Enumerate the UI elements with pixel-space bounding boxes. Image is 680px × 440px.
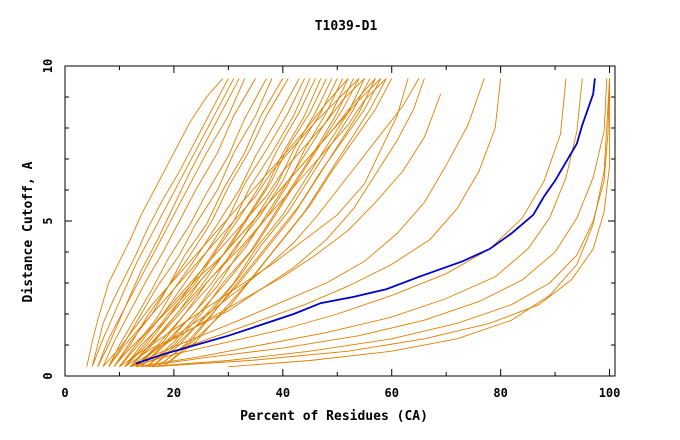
x-tick-label: 20 xyxy=(167,386,181,400)
series-line-32 xyxy=(119,78,365,367)
series-line-18 xyxy=(135,78,338,368)
series-line-37 xyxy=(119,78,409,368)
series-line-46 xyxy=(228,78,611,368)
series-line-41 xyxy=(130,78,567,368)
axis-ticks xyxy=(64,65,615,377)
series-line-13 xyxy=(124,78,311,368)
y-tick-labels: 0 5 10 xyxy=(41,59,55,380)
series-line-5 xyxy=(97,78,246,367)
series-line-10 xyxy=(113,78,289,367)
series-line-25 xyxy=(157,78,376,368)
series-line-16 xyxy=(129,78,327,367)
series-line-4 xyxy=(97,78,240,367)
series-line-12 xyxy=(119,78,306,367)
series-line-22 xyxy=(146,78,360,368)
series-line-2 xyxy=(91,78,229,367)
series-line-44 xyxy=(146,78,611,368)
x-tick-label: 60 xyxy=(385,386,399,400)
series-line-31 xyxy=(108,78,360,367)
series-line-6 xyxy=(102,78,256,367)
series-line-36 xyxy=(130,78,425,368)
series-line-8 xyxy=(108,78,273,367)
series-line-43 xyxy=(141,78,608,368)
x-tick-label: 0 xyxy=(61,386,68,400)
series-line-21 xyxy=(146,78,355,368)
series-line-1 xyxy=(86,78,224,367)
x-tick-label: 100 xyxy=(599,386,621,400)
series-line-40 xyxy=(135,78,502,368)
x-tick-label: 80 xyxy=(493,386,507,400)
series-line-42 xyxy=(135,78,583,368)
series-line-14 xyxy=(124,78,316,367)
series-line-3 xyxy=(91,78,235,367)
series-line-19 xyxy=(140,78,344,368)
chart-title: T1039-D1 xyxy=(315,19,378,34)
x-tick-labels: 0 20 40 60 80 100 xyxy=(61,386,620,400)
series-line-34 xyxy=(129,78,387,367)
series-line-11 xyxy=(119,78,300,367)
highlight-series-line xyxy=(135,78,596,365)
other-series-group xyxy=(86,78,611,368)
series-line-7 xyxy=(108,78,267,367)
x-axis-label: Percent of Residues (CA) xyxy=(240,409,428,424)
y-tick-label: 10 xyxy=(41,59,55,73)
series-line-20 xyxy=(140,78,349,368)
series-line-26 xyxy=(157,78,382,368)
highlight-series-group xyxy=(135,78,596,365)
x-tick-label: 40 xyxy=(276,386,290,400)
series-line-17 xyxy=(135,78,333,368)
series-line-28 xyxy=(162,78,393,368)
series-line-33 xyxy=(124,78,382,367)
series-line-29 xyxy=(102,78,349,367)
y-axis-label: Distance Cutoff, A xyxy=(21,161,36,302)
y-tick-label: 0 xyxy=(41,372,55,379)
y-tick-label: 5 xyxy=(41,217,55,224)
series-line-38 xyxy=(124,93,442,368)
series-line-15 xyxy=(129,78,322,368)
series-line-35 xyxy=(135,78,420,368)
series-line-45 xyxy=(152,78,611,368)
series-line-39 xyxy=(130,78,485,368)
